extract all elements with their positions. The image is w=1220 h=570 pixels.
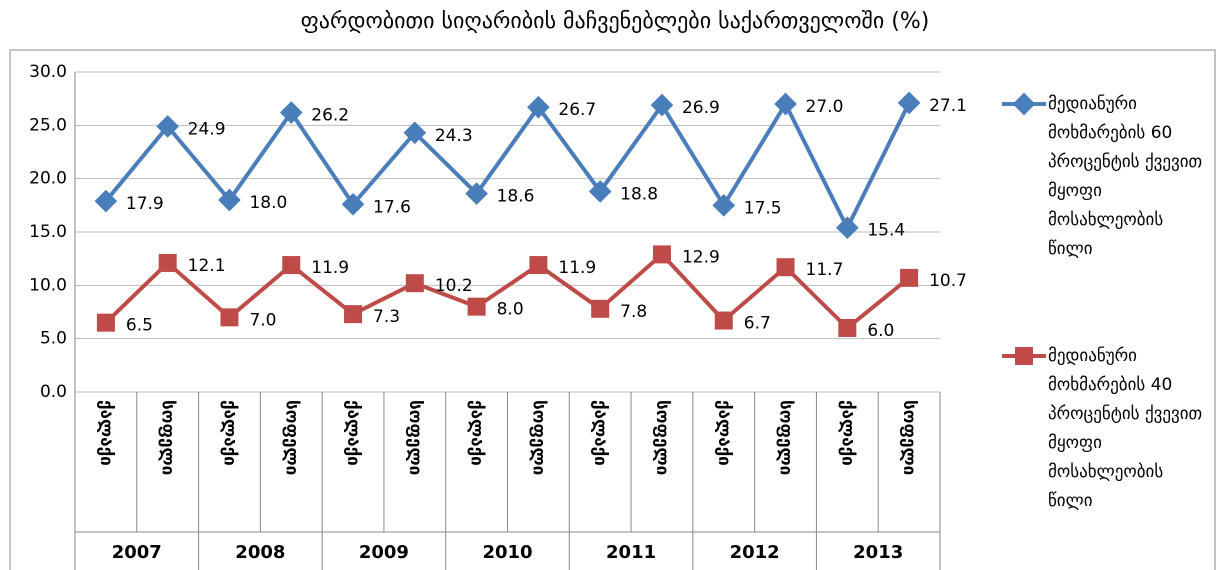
- point-marker: [652, 245, 671, 264]
- x-tick-label: ქალაქი: [590, 400, 610, 466]
- point-marker: [900, 268, 919, 287]
- data-label: 12.1: [188, 256, 226, 276]
- data-label: 6.7: [744, 314, 771, 334]
- data-label: 17.5: [744, 198, 782, 218]
- data-label: 11.7: [806, 260, 844, 280]
- y-tick-label: 30.0: [29, 62, 67, 82]
- data-label: 8.0: [497, 300, 524, 320]
- group-label: 2013: [853, 542, 903, 563]
- x-tick-label: სოფელი: [158, 400, 178, 475]
- point-marker: [282, 256, 301, 275]
- data-label: 11.9: [558, 258, 596, 278]
- data-label: 7.0: [249, 310, 276, 330]
- point-marker: [344, 305, 363, 324]
- data-label: 18.6: [497, 187, 535, 207]
- x-tick-label: ქალაქი: [837, 400, 857, 466]
- data-label: 24.9: [188, 119, 226, 139]
- group-label: 2012: [730, 542, 780, 563]
- x-tick-label: ქალაქი: [467, 400, 487, 466]
- group-label: 2007: [112, 542, 162, 563]
- y-tick-label: 0.0: [40, 382, 67, 402]
- data-label: 18.0: [249, 193, 287, 213]
- point-marker: [527, 95, 550, 119]
- x-tick-label: სოფელი: [899, 400, 919, 475]
- data-label: 7.8: [620, 302, 647, 322]
- point-marker: [714, 311, 733, 330]
- point-marker: [96, 313, 115, 332]
- data-label: 6.5: [126, 316, 153, 336]
- x-tick-label: სოფელი: [528, 400, 548, 475]
- x-tick-label: სოფელი: [652, 400, 672, 475]
- data-label: 10.2: [435, 276, 473, 296]
- point-marker: [158, 253, 177, 272]
- point-marker: [94, 189, 118, 213]
- x-tick-label: ქალაქი: [96, 400, 116, 466]
- x-tick-label: ქალაქი: [219, 400, 239, 466]
- group-label: 2008: [235, 542, 285, 563]
- point-marker: [279, 101, 303, 124]
- y-tick-label: 15.0: [29, 222, 67, 242]
- data-label: 18.8: [620, 184, 658, 204]
- data-label: 26.2: [311, 106, 349, 126]
- y-tick-label: 25.0: [29, 115, 67, 135]
- data-label: 17.6: [373, 197, 411, 217]
- legend-text: მედიანური მოხმარების 60 პროცენტის ქვევით…: [1048, 94, 1203, 259]
- data-label: 27.0: [806, 97, 844, 117]
- x-tick-label: სოფელი: [776, 400, 796, 475]
- y-tick-label: 10.0: [29, 275, 67, 295]
- x-tick-label: ქალაქი: [343, 400, 363, 466]
- y-tick-label: 20.0: [29, 169, 67, 189]
- point-marker: [650, 93, 674, 117]
- data-label: 17.9: [126, 194, 164, 214]
- group-label: 2009: [359, 542, 409, 563]
- data-label: 10.7: [929, 271, 967, 291]
- point-marker: [220, 308, 239, 327]
- point-marker: [591, 299, 610, 318]
- data-label: 24.3: [435, 126, 473, 146]
- series-line: [104, 99, 911, 233]
- legend-text: მედიანური მოხმარების 40 პროცენტის ქვევით…: [1048, 346, 1203, 511]
- legend-marker: [1015, 347, 1033, 365]
- group-label: 2011: [606, 542, 656, 563]
- y-tick-label: 5.0: [40, 329, 67, 349]
- group-label: 2010: [482, 542, 532, 563]
- data-label: 26.7: [558, 100, 596, 120]
- chart-title: ფარდობითი სიღარიბის მაჩვენებლები საქართვ…: [301, 9, 930, 34]
- data-label: 12.9: [682, 247, 720, 267]
- data-label: 15.4: [867, 221, 905, 241]
- legend-marker: [1012, 92, 1036, 116]
- data-label: 26.9: [682, 98, 720, 118]
- point-marker: [467, 297, 486, 316]
- data-label: 7.3: [373, 307, 400, 327]
- data-label: 6.0: [867, 321, 894, 341]
- point-marker: [712, 194, 736, 217]
- point-marker: [836, 216, 859, 240]
- point-marker: [529, 256, 548, 275]
- data-label: 27.1: [929, 96, 967, 116]
- point-marker: [776, 258, 795, 277]
- x-tick-label: ქალაქი: [714, 400, 734, 466]
- data-label: 11.9: [311, 258, 349, 278]
- point-marker: [897, 91, 921, 115]
- chart-border: [9, 49, 1216, 570]
- series-line: [104, 251, 911, 331]
- x-tick-label: სოფელი: [281, 400, 301, 475]
- point-marker: [405, 274, 424, 293]
- point-marker: [774, 92, 797, 116]
- x-tick-label: სოფელი: [405, 400, 425, 475]
- point-marker: [838, 319, 857, 337]
